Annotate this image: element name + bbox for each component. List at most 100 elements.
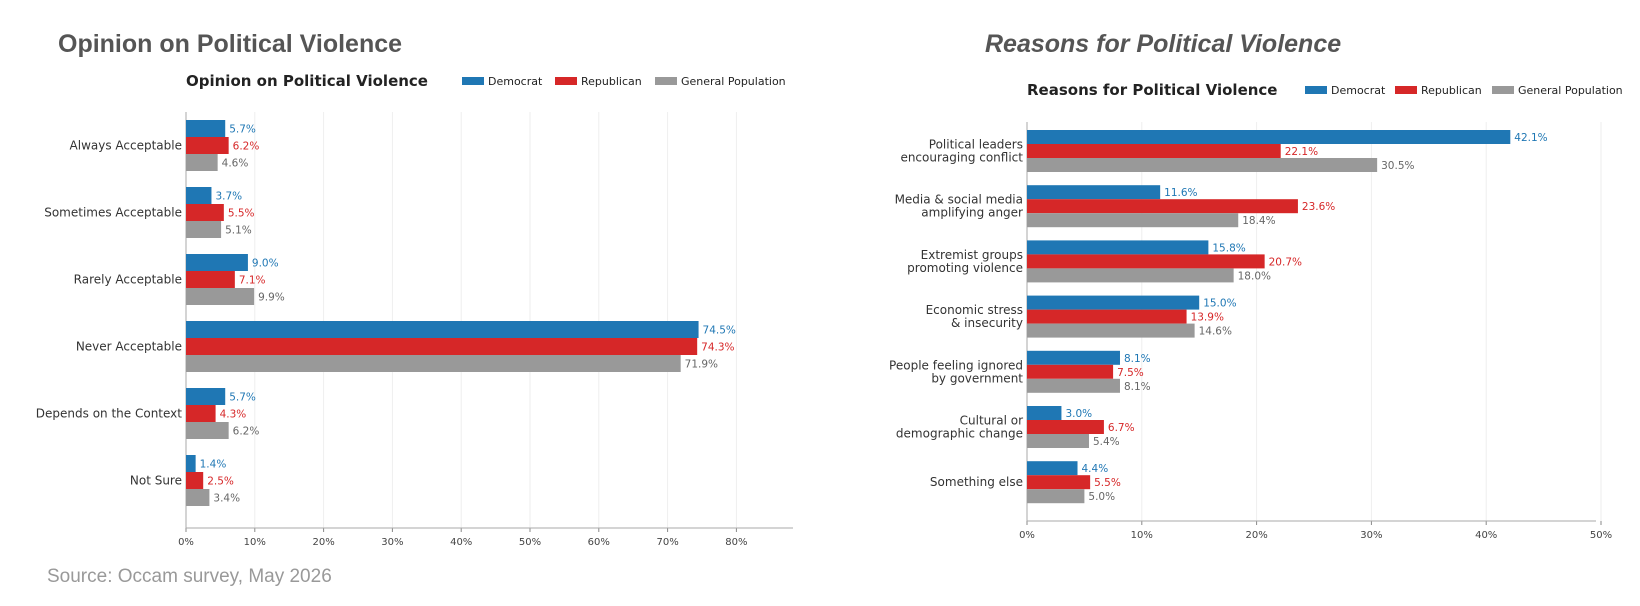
data-label: 5.5%: [228, 208, 255, 220]
bar: [1027, 295, 1200, 310]
x-tick-label: 50%: [519, 537, 541, 548]
x-tick-label: 20%: [312, 537, 334, 548]
bar: [1027, 406, 1062, 420]
data-label: 11.6%: [1164, 187, 1197, 199]
source-note: Source: Occam survey, May 2026: [47, 566, 332, 587]
bar: [1027, 130, 1511, 144]
bar: [1027, 364, 1114, 379]
legend-label: General Population: [1518, 84, 1623, 97]
category-label: encouraging conflict: [900, 151, 1023, 165]
bar: [1027, 434, 1089, 448]
bar: [186, 388, 226, 405]
data-label: 14.6%: [1199, 326, 1232, 338]
x-tick-label: 50%: [1590, 530, 1612, 541]
data-label: 5.4%: [1093, 436, 1120, 448]
legend-swatch: [555, 77, 577, 85]
category-label: amplifying anger: [921, 206, 1023, 220]
bar: [186, 204, 224, 221]
data-label: 15.8%: [1212, 242, 1245, 254]
category-label: Sometimes Acceptable: [44, 206, 182, 220]
data-label: 3.0%: [1065, 408, 1092, 420]
data-label: 2.5%: [207, 476, 234, 488]
category-label: demographic change: [896, 427, 1023, 441]
bar: [186, 338, 698, 355]
category-label: by government: [931, 371, 1023, 385]
category-label: Economic stress: [926, 303, 1023, 317]
chart-title: Opinion on Political Violence: [186, 72, 428, 90]
bar: [186, 137, 229, 154]
category-label: Always Acceptable: [70, 139, 182, 153]
bar: [1027, 144, 1281, 158]
category-label: Never Acceptable: [76, 340, 182, 354]
data-label: 5.7%: [229, 392, 256, 404]
legend-label: General Population: [681, 75, 786, 88]
bar: [186, 321, 699, 338]
left-heading: Opinion on Political Violence: [58, 30, 403, 58]
x-tick-label: 30%: [1360, 530, 1382, 541]
bar: [1027, 185, 1161, 200]
category-label: Extremist groups: [921, 248, 1023, 262]
bar: [1027, 350, 1120, 365]
data-label: 8.1%: [1124, 381, 1151, 393]
x-tick-label: 40%: [1475, 530, 1497, 541]
x-tick-label: 40%: [450, 537, 472, 548]
category-label: Rarely Acceptable: [74, 273, 182, 287]
data-label: 18.0%: [1238, 270, 1271, 282]
opinion-chart: 0% 10% 20% 30% 40% 50% 60% 70% 80% Opinion on Pol…: [36, 72, 793, 548]
bar: [186, 120, 226, 137]
data-label: 1.4%: [200, 459, 227, 471]
bar: [1027, 213, 1239, 228]
bar: [1027, 475, 1091, 490]
bar: [1027, 378, 1120, 393]
chart-title: Reasons for Political Violence: [1027, 81, 1277, 99]
category-label: Media & social media: [895, 193, 1023, 207]
data-label: 4.3%: [220, 409, 247, 421]
x-tick-label: 60%: [588, 537, 610, 548]
bar: [186, 271, 235, 288]
category-label: Not Sure: [130, 474, 182, 488]
data-label: 9.9%: [258, 292, 285, 304]
data-label: 3.7%: [215, 191, 242, 203]
data-label: 7.5%: [1117, 367, 1144, 379]
data-label: 6.2%: [233, 141, 260, 153]
category-label: People feeling ignored: [889, 358, 1023, 372]
bar: [186, 221, 222, 238]
x-tick-label: 70%: [656, 537, 678, 548]
x-tick-label: 10%: [244, 537, 266, 548]
legend-label: Republican: [581, 75, 642, 88]
bar: [186, 187, 212, 204]
bar: [1027, 254, 1265, 269]
data-label: 5.7%: [229, 124, 256, 136]
bar: [1027, 323, 1195, 338]
data-label: 74.5%: [703, 325, 736, 337]
data-label: 6.2%: [233, 426, 260, 438]
legend-swatch: [655, 77, 677, 85]
data-label: 6.7%: [1108, 422, 1135, 434]
data-label: 42.1%: [1514, 132, 1547, 144]
bar: [186, 254, 248, 271]
legend-label: Democrat: [488, 75, 543, 88]
bar: [1027, 309, 1187, 324]
bar: [1027, 158, 1378, 172]
category-label: & insecurity: [951, 316, 1023, 330]
legend-swatch: [1492, 86, 1514, 94]
x-tick-label: 10%: [1131, 530, 1153, 541]
bar: [1027, 489, 1085, 504]
bar: [186, 422, 229, 439]
category-label: Something else: [930, 475, 1023, 489]
bar: [186, 489, 210, 506]
data-label: 3.4%: [213, 493, 240, 505]
data-label: 71.9%: [685, 359, 718, 371]
x-tick-label: 20%: [1245, 530, 1267, 541]
data-label: 18.4%: [1242, 215, 1275, 227]
legend-label: Republican: [1421, 84, 1482, 97]
data-label: 4.4%: [1082, 463, 1109, 475]
category-label: Cultural or: [960, 414, 1023, 428]
data-label: 5.5%: [1094, 477, 1121, 489]
category-label: Depends on the Context: [36, 407, 182, 421]
bar: [186, 355, 681, 372]
data-label: 13.9%: [1191, 312, 1224, 324]
bar: [1027, 420, 1104, 434]
data-label: 30.5%: [1381, 160, 1414, 172]
x-tick-label: 30%: [381, 537, 403, 548]
